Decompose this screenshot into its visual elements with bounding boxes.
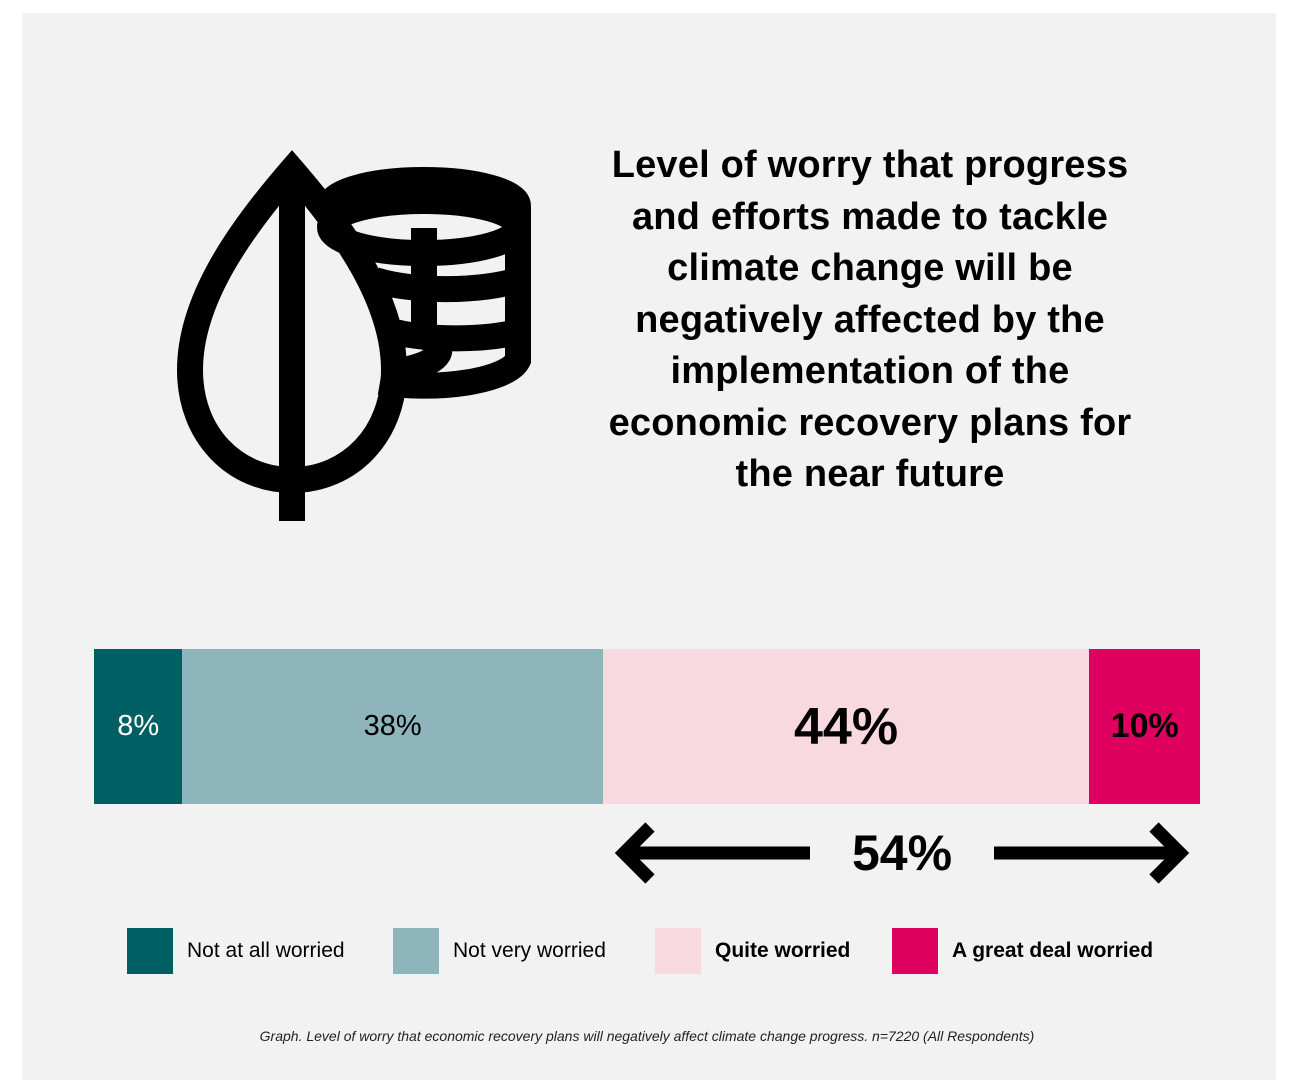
coin-line-1: [370, 267, 523, 303]
bar-segment-great-deal-worried: 10%: [1089, 649, 1200, 804]
data-label-great-deal-worried: 10%: [1110, 707, 1179, 745]
leaf-coins-graphic: [176, 150, 531, 521]
legend-item-great-deal-worried: A great deal worried: [892, 928, 1153, 974]
chart-title: Level of worry that progress and efforts…: [608, 144, 1132, 495]
arrow-left-head: [614, 822, 655, 884]
legend-swatch-quite-worried: [655, 928, 701, 974]
legend-label-quite-worried: Quite worried: [715, 939, 851, 962]
legend-swatch-great-deal-worried: [892, 928, 938, 974]
leaf-and-coins-icon: [170, 150, 550, 530]
legend-swatch-not-very-worried: [393, 928, 439, 974]
coin-rim-shape: [317, 167, 531, 399]
legend-label-not-very-worried: Not very worried: [453, 939, 606, 962]
coin-line-2: [391, 319, 522, 352]
legend-item-not-at-all-worried: Not at all worried: [127, 928, 345, 974]
data-label-not-very-worried: 38%: [363, 710, 422, 742]
legend: Not at all worried Not very worried Quit…: [0, 928, 1294, 974]
bar-segment-not-at-all-worried: 8%: [94, 649, 183, 804]
legend-label-great-deal-worried: A great deal worried: [952, 939, 1154, 962]
legend-label-not-at-all-worried: Not at all worried: [187, 939, 345, 962]
stacked-bar: 8% 38% 44% 10%: [94, 649, 1200, 804]
data-label-not-at-all-worried: 8%: [117, 710, 160, 742]
span-arrows: [614, 822, 1190, 884]
legend-item-quite-worried: Quite worried: [655, 928, 850, 974]
data-label-quite-worried: 44%: [794, 697, 899, 756]
chart-card: [22, 13, 1276, 1080]
bar-segment-quite-worried: 44%: [602, 649, 1090, 804]
arrow-right-head: [1149, 822, 1190, 884]
chart-caption: Graph. Level of worry that economic reco…: [259, 1028, 1035, 1044]
combined-span-row: 54%: [604, 818, 1200, 888]
legend-item-not-very-worried: Not very worried: [393, 928, 606, 974]
combined-worried-label: 54%: [851, 825, 953, 881]
legend-swatch-not-at-all-worried: [127, 928, 173, 974]
bar-segment-not-very-worried: 38%: [182, 649, 603, 804]
